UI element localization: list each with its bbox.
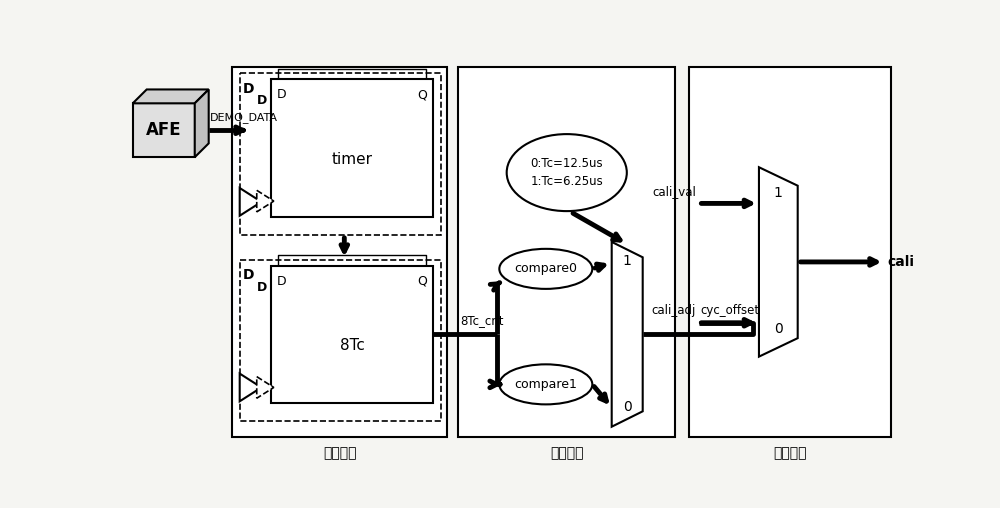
Text: Q: Q: [418, 275, 428, 288]
Text: compare0: compare0: [514, 262, 577, 275]
Bar: [240, 73, 441, 235]
Text: 8Tc: 8Tc: [340, 338, 365, 354]
Polygon shape: [195, 89, 209, 157]
Ellipse shape: [507, 134, 627, 211]
Text: D: D: [243, 268, 255, 282]
Text: DEMO_DATA: DEMO_DATA: [209, 112, 277, 122]
Polygon shape: [133, 89, 209, 103]
Bar: [689, 67, 891, 437]
Bar: [458, 67, 675, 437]
Text: cyc_offset: cyc_offset: [700, 304, 759, 316]
Polygon shape: [612, 242, 643, 427]
Text: 1: 1: [623, 254, 632, 268]
Text: timer: timer: [332, 152, 373, 167]
Bar: [240, 260, 441, 421]
Text: 0: 0: [623, 400, 632, 415]
Polygon shape: [240, 373, 261, 401]
Text: D: D: [277, 275, 286, 288]
Text: cali_val: cali_val: [652, 185, 696, 198]
Text: D: D: [257, 281, 267, 294]
Text: compare1: compare1: [514, 378, 577, 391]
Text: cali_adj: cali_adj: [652, 304, 696, 316]
Text: 0: 0: [774, 322, 783, 336]
Ellipse shape: [499, 364, 592, 404]
Polygon shape: [240, 188, 261, 216]
Text: 解析单元: 解析单元: [323, 446, 356, 460]
Text: 调整单元: 调整单元: [773, 446, 807, 460]
Bar: [271, 79, 433, 216]
Bar: [232, 67, 447, 437]
Text: D: D: [277, 88, 286, 101]
Text: 8Tc_cnt: 8Tc_cnt: [460, 313, 503, 327]
Ellipse shape: [499, 249, 592, 289]
Text: AFE: AFE: [146, 121, 182, 139]
Text: 判断单元: 判断单元: [550, 446, 584, 460]
Text: Q: Q: [418, 88, 428, 101]
Text: 1: 1: [774, 186, 783, 200]
Bar: [271, 266, 433, 403]
Polygon shape: [257, 376, 274, 398]
Text: D: D: [257, 94, 267, 108]
Text: 0:Tc=12.5us
1:Tc=6.25us: 0:Tc=12.5us 1:Tc=6.25us: [530, 157, 603, 188]
Polygon shape: [257, 190, 274, 212]
Text: D: D: [243, 82, 255, 96]
Polygon shape: [759, 167, 798, 357]
Bar: [133, 103, 195, 157]
Text: cali: cali: [888, 255, 915, 269]
